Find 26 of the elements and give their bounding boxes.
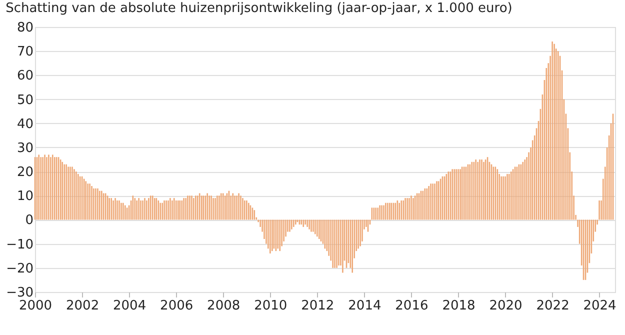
x-tick-label: 2008 [207,298,240,314]
x-tick-label: 2002 [66,298,100,314]
x-tick-label: 2006 [160,298,194,314]
y-tick-label: 30 [16,140,34,156]
x-tick-label: 2000 [18,298,52,314]
y-tick-label: 50 [16,92,34,108]
y-tick-label: 0 [25,213,34,228]
x-tick-label: 2016 [395,298,428,314]
x-tick-label: 2024 [583,298,616,314]
chart-title: Schatting van de absolute huizenprijsontwikkeling (jaar-op-jaar, x 1.000 euro) [6,1,512,16]
y-tick-label: −30 [6,286,34,300]
y-tick-label: −20 [6,261,34,276]
y-tick-label: 10 [16,189,34,204]
x-tick-label: 2018 [442,298,476,314]
y-tick-label: 40 [16,116,34,132]
y-tick-label: 20 [16,165,34,180]
x-tick-label: 2004 [113,298,146,314]
x-tick-label: 2014 [348,298,382,314]
x-tick-label: 2022 [536,298,570,314]
y-tick-label: 70 [16,44,34,60]
x-tick-label: 2020 [489,298,522,314]
x-tick-label: 2010 [254,298,288,314]
x-tick-label: 2012 [301,298,334,314]
y-tick-label: −10 [6,237,34,252]
y-tick-label: 80 [16,20,34,36]
y-tick-label: 60 [16,68,34,84]
